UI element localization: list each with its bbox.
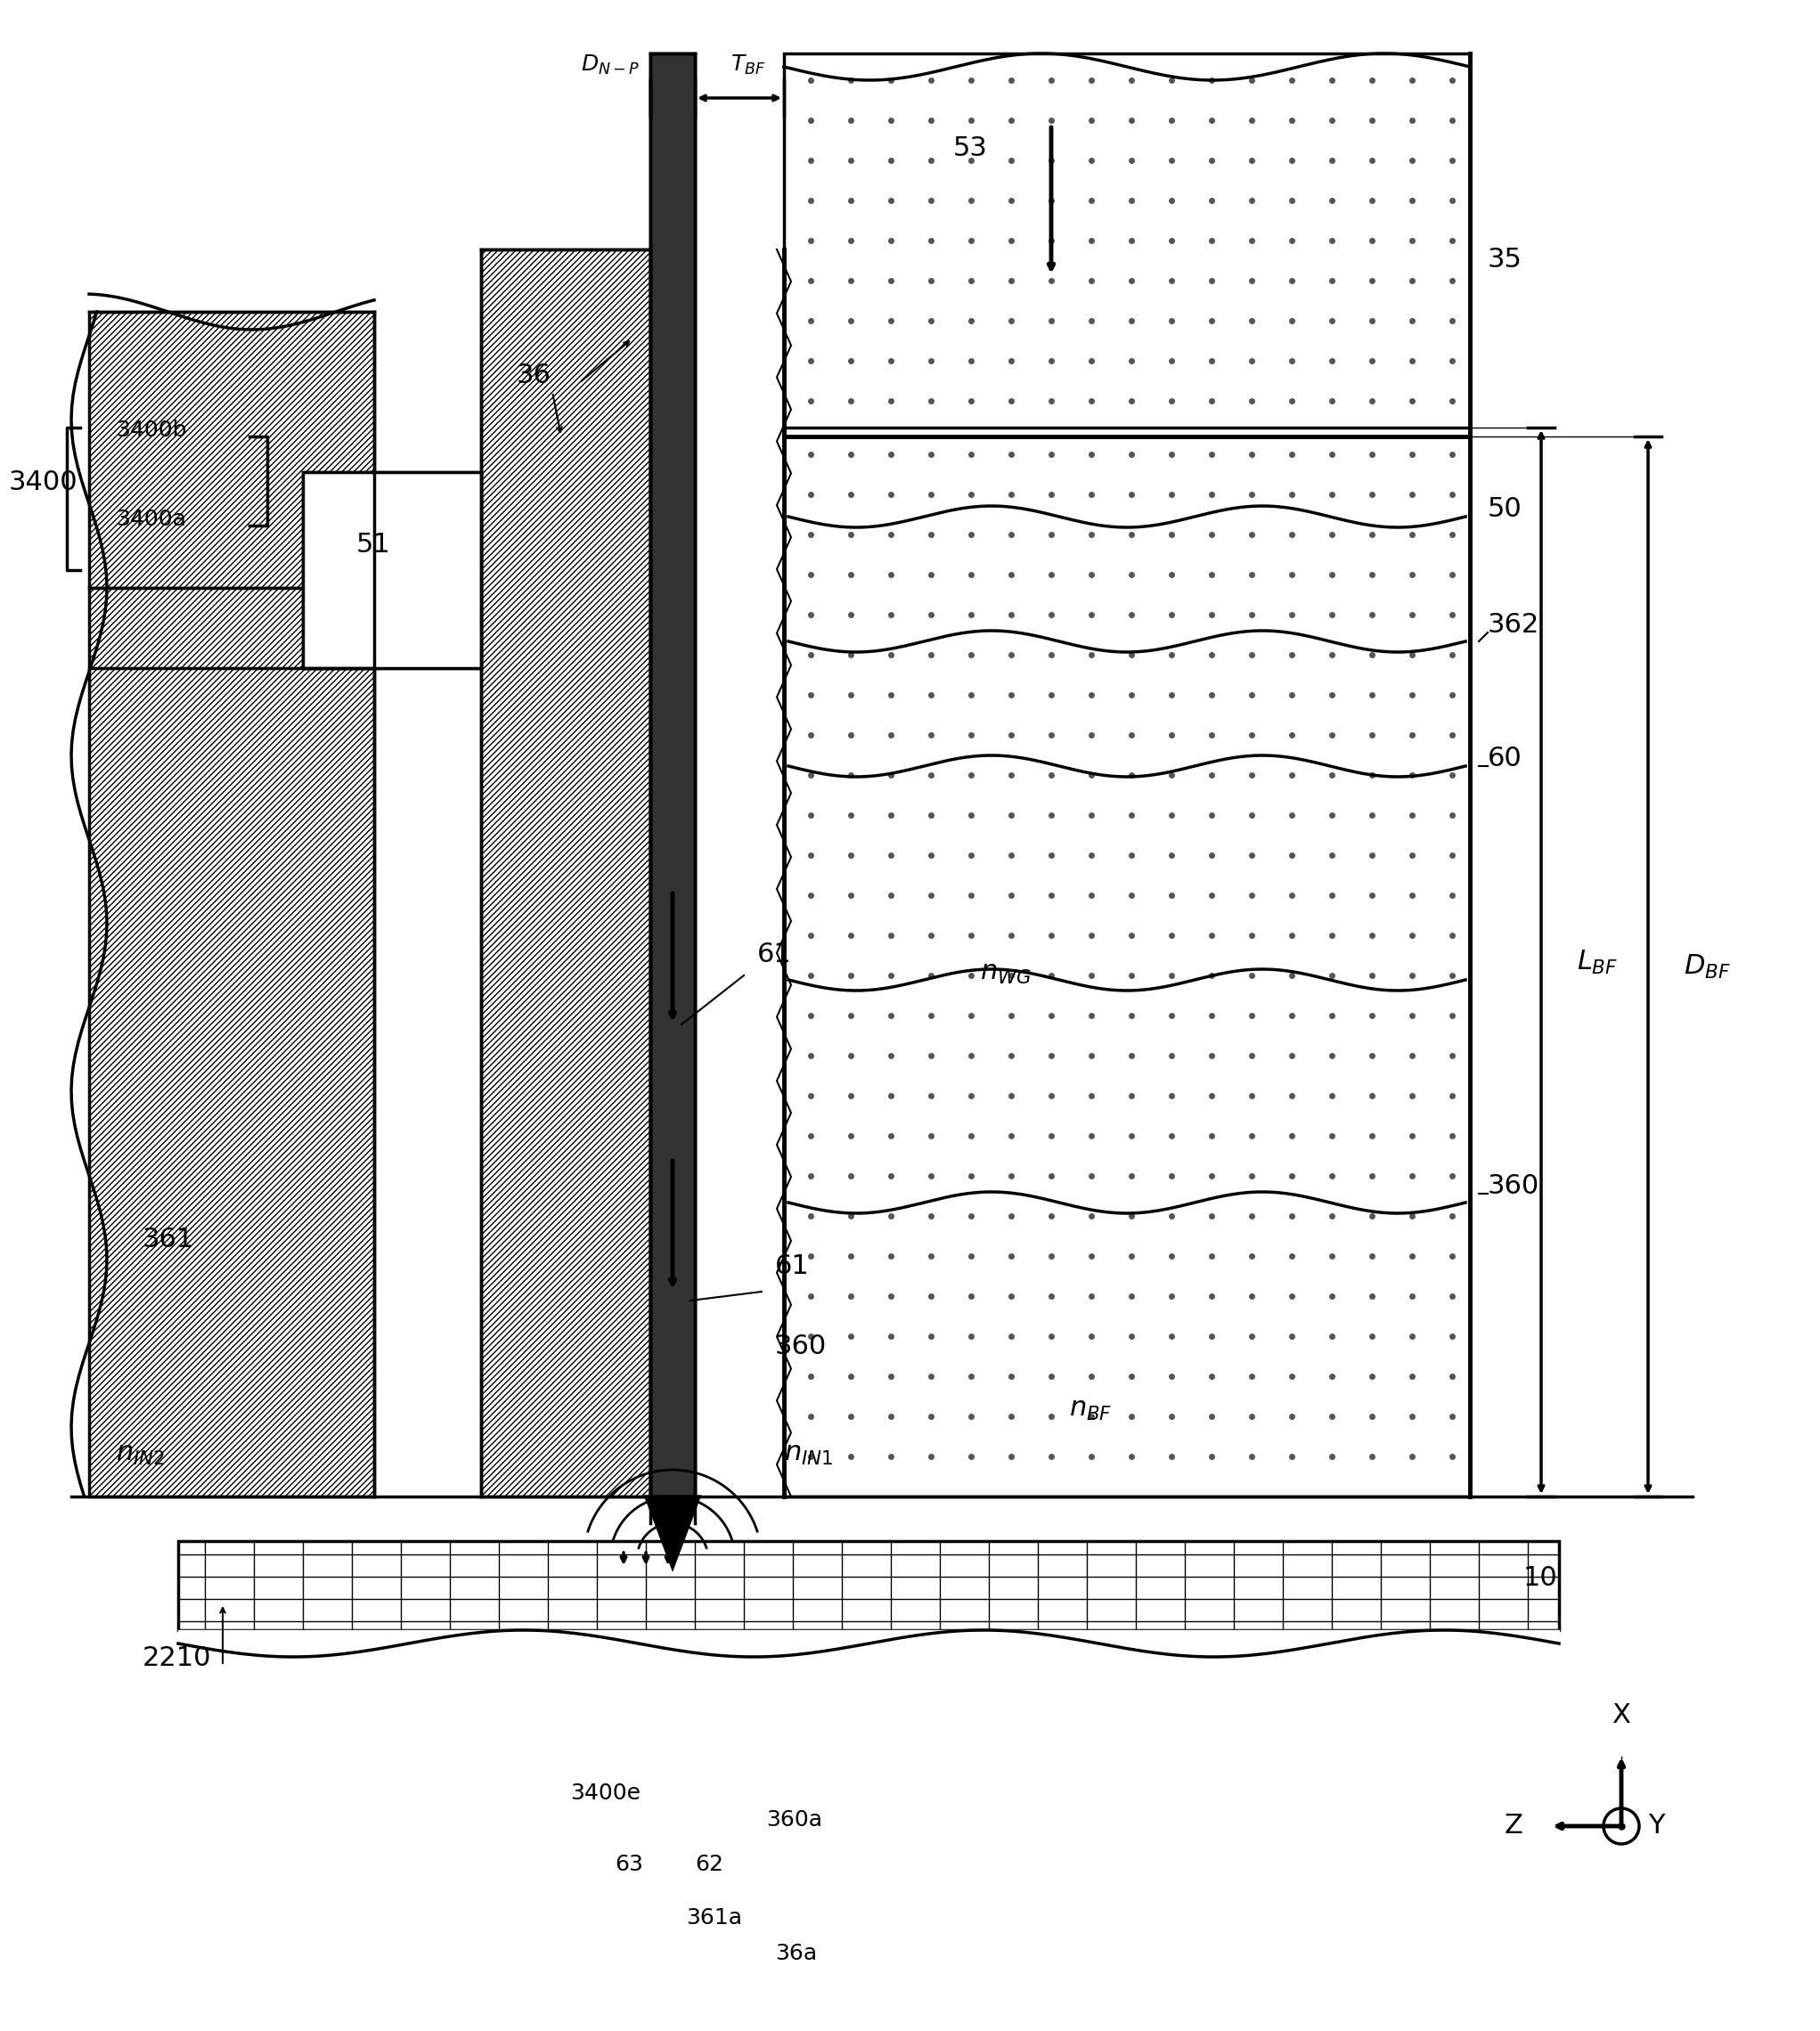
Text: 3400b: 3400b [116,420,187,441]
Text: 61: 61 [757,942,792,967]
Bar [480,250,650,1497]
Text: 60: 60 [1487,745,1522,772]
Text: 360: 360 [1487,1174,1540,1198]
Text: $T_{BF}$: $T_{BF}$ [730,53,766,77]
Text: 50: 50 [1487,496,1522,522]
Text: $n_{IN1}$: $n_{IN1}$ [784,1442,834,1466]
Bar [650,53,695,1497]
Text: 360: 360 [775,1334,826,1359]
Text: $D_{N-P}$: $D_{N-P}$ [581,53,641,77]
Bar [650,53,695,1497]
Text: 3400: 3400 [9,469,78,496]
Bar [89,313,375,587]
Bar [302,471,480,668]
Text: $L_{BF}$: $L_{BF}$ [1576,948,1618,977]
Text: 360a: 360a [766,1810,823,1830]
Text: 36: 36 [517,364,551,388]
Text: 3400e: 3400e [570,1783,641,1804]
Bar [784,429,1471,1497]
Text: 35: 35 [1487,246,1522,272]
Bar [784,53,1471,437]
Text: $n_{IN2}$: $n_{IN2}$ [116,1442,166,1466]
Text: 10: 10 [1523,1566,1558,1590]
Text: Y: Y [1649,1814,1665,1838]
Text: 51: 51 [357,532,391,559]
Text: 53: 53 [954,136,988,160]
Text: $D_{BF}$: $D_{BF}$ [1684,953,1731,981]
Text: 361a: 361a [686,1907,743,1929]
Text: 61: 61 [775,1253,810,1280]
Text: 362: 362 [1487,611,1540,638]
Text: X: X [1613,1702,1631,1728]
Polygon shape [646,1497,699,1568]
Bar [178,1542,1560,1631]
Text: Z: Z [1505,1814,1523,1838]
Text: $n_{WG}$: $n_{WG}$ [979,961,1032,987]
Bar [302,471,480,668]
Text: 361: 361 [142,1227,195,1253]
Text: 2210: 2210 [142,1645,211,1672]
Text: 3400a: 3400a [116,508,186,530]
Text: 36a: 36a [775,1944,817,1964]
Text: 62: 62 [695,1854,723,1875]
Text: 63: 63 [615,1854,642,1875]
Bar [89,587,375,1497]
Text: $n_{BF}$: $n_{BF}$ [1068,1397,1112,1422]
